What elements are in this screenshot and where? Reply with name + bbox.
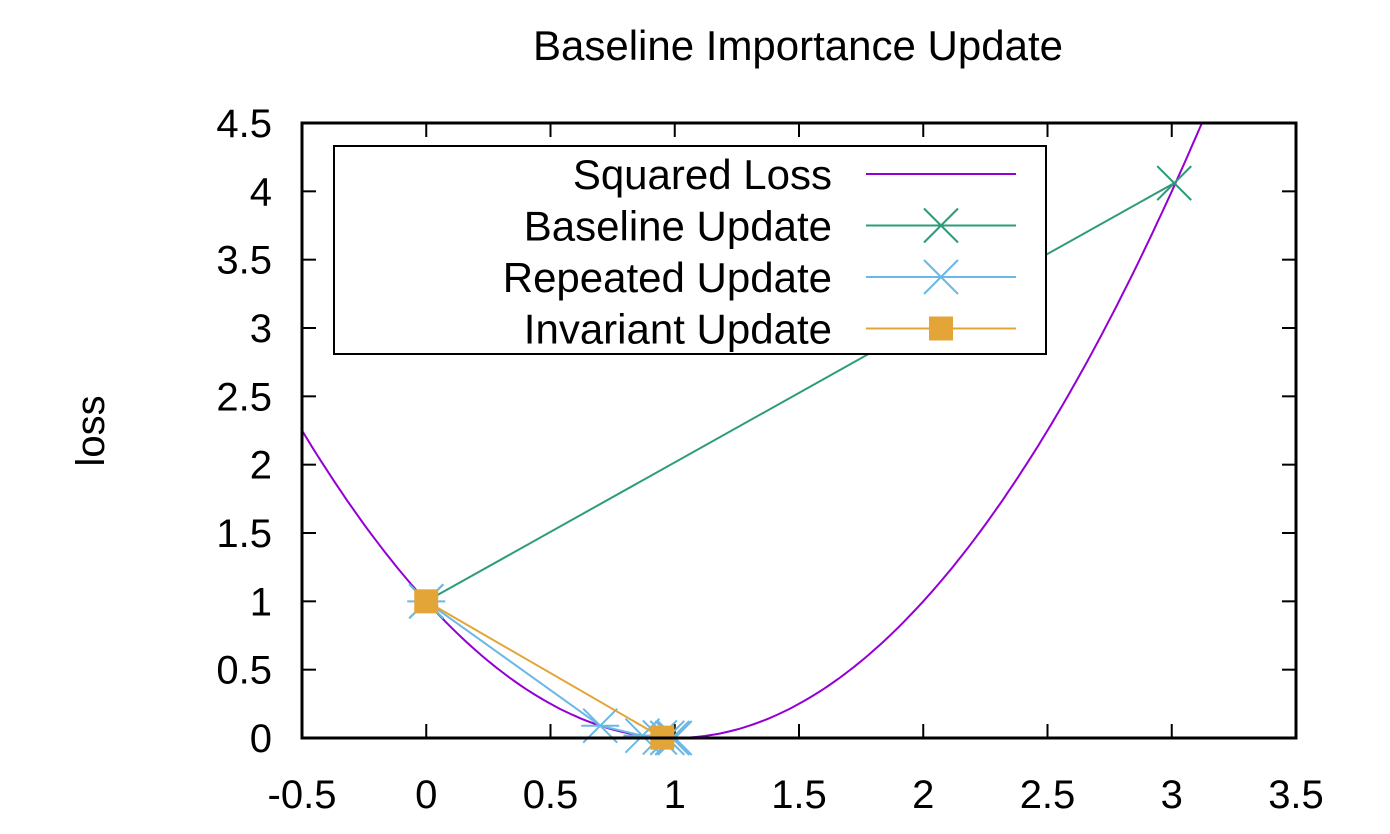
legend-box [333, 145, 1047, 355]
data-point-stroke [1156, 165, 1192, 201]
legend-marker-stroke [923, 207, 959, 244]
x-tick-label: -0.5 [268, 773, 337, 817]
series-line [425, 600, 663, 739]
legend-entry: Baseline Update [524, 203, 1016, 250]
legend-entry: Invariant Update [524, 306, 1016, 353]
legend-marker [929, 316, 953, 341]
y-tick-label: 3.5 [216, 239, 272, 283]
x-tick-label: 1.5 [771, 773, 827, 817]
series-squared-loss [302, 123, 1204, 738]
y-tick-label: 3 [250, 307, 272, 351]
data-point [1156, 165, 1192, 201]
legend-label: Baseline Update [524, 203, 832, 250]
y-tick-label: 2 [250, 444, 272, 488]
plot-area: -0.5 0 0.5 1 1.5 2 2.5 3 3.5 0 0.5 1 1.5 2 2.5 3 3.5 4 4.5 [216, 102, 1324, 817]
x-tick-label: 0.5 [523, 773, 579, 817]
y-tick-label: 0 [250, 717, 272, 761]
legend-label: Repeated Update [503, 254, 832, 301]
legend-label: Invariant Update [524, 306, 832, 353]
x-tick-label: 2.5 [1020, 773, 1076, 817]
series-line [302, 123, 1204, 738]
y-tick-label: 4 [250, 170, 272, 214]
plot-frame [300, 121, 1298, 740]
y-tick-label: 1 [250, 580, 272, 624]
x-tick-label: 2 [912, 773, 934, 817]
legend-label: Squared Loss [573, 151, 832, 198]
legend-entry: Squared Loss [573, 151, 1016, 198]
chart-title: Baseline Importance Update [533, 22, 1063, 69]
data-point [414, 589, 439, 614]
y-tick-label: 2.5 [216, 375, 272, 419]
y-tick-label: 1.5 [216, 512, 272, 556]
x-tick-label: 1 [664, 773, 686, 817]
series-invariant-update [414, 589, 675, 750]
legend-entry: Repeated Update [503, 254, 1016, 301]
legend-marker [922, 259, 960, 295]
x-tick-label: 3.5 [1268, 773, 1324, 817]
x-tick-label: 3 [1161, 773, 1183, 817]
series-line [425, 182, 1175, 603]
y-axis-label: loss [69, 395, 113, 466]
legend-marker [923, 207, 959, 244]
x-tick-label: 0 [415, 773, 437, 817]
y-tick-label: 4.5 [216, 102, 272, 146]
y-tick-label: 0.5 [216, 649, 272, 693]
